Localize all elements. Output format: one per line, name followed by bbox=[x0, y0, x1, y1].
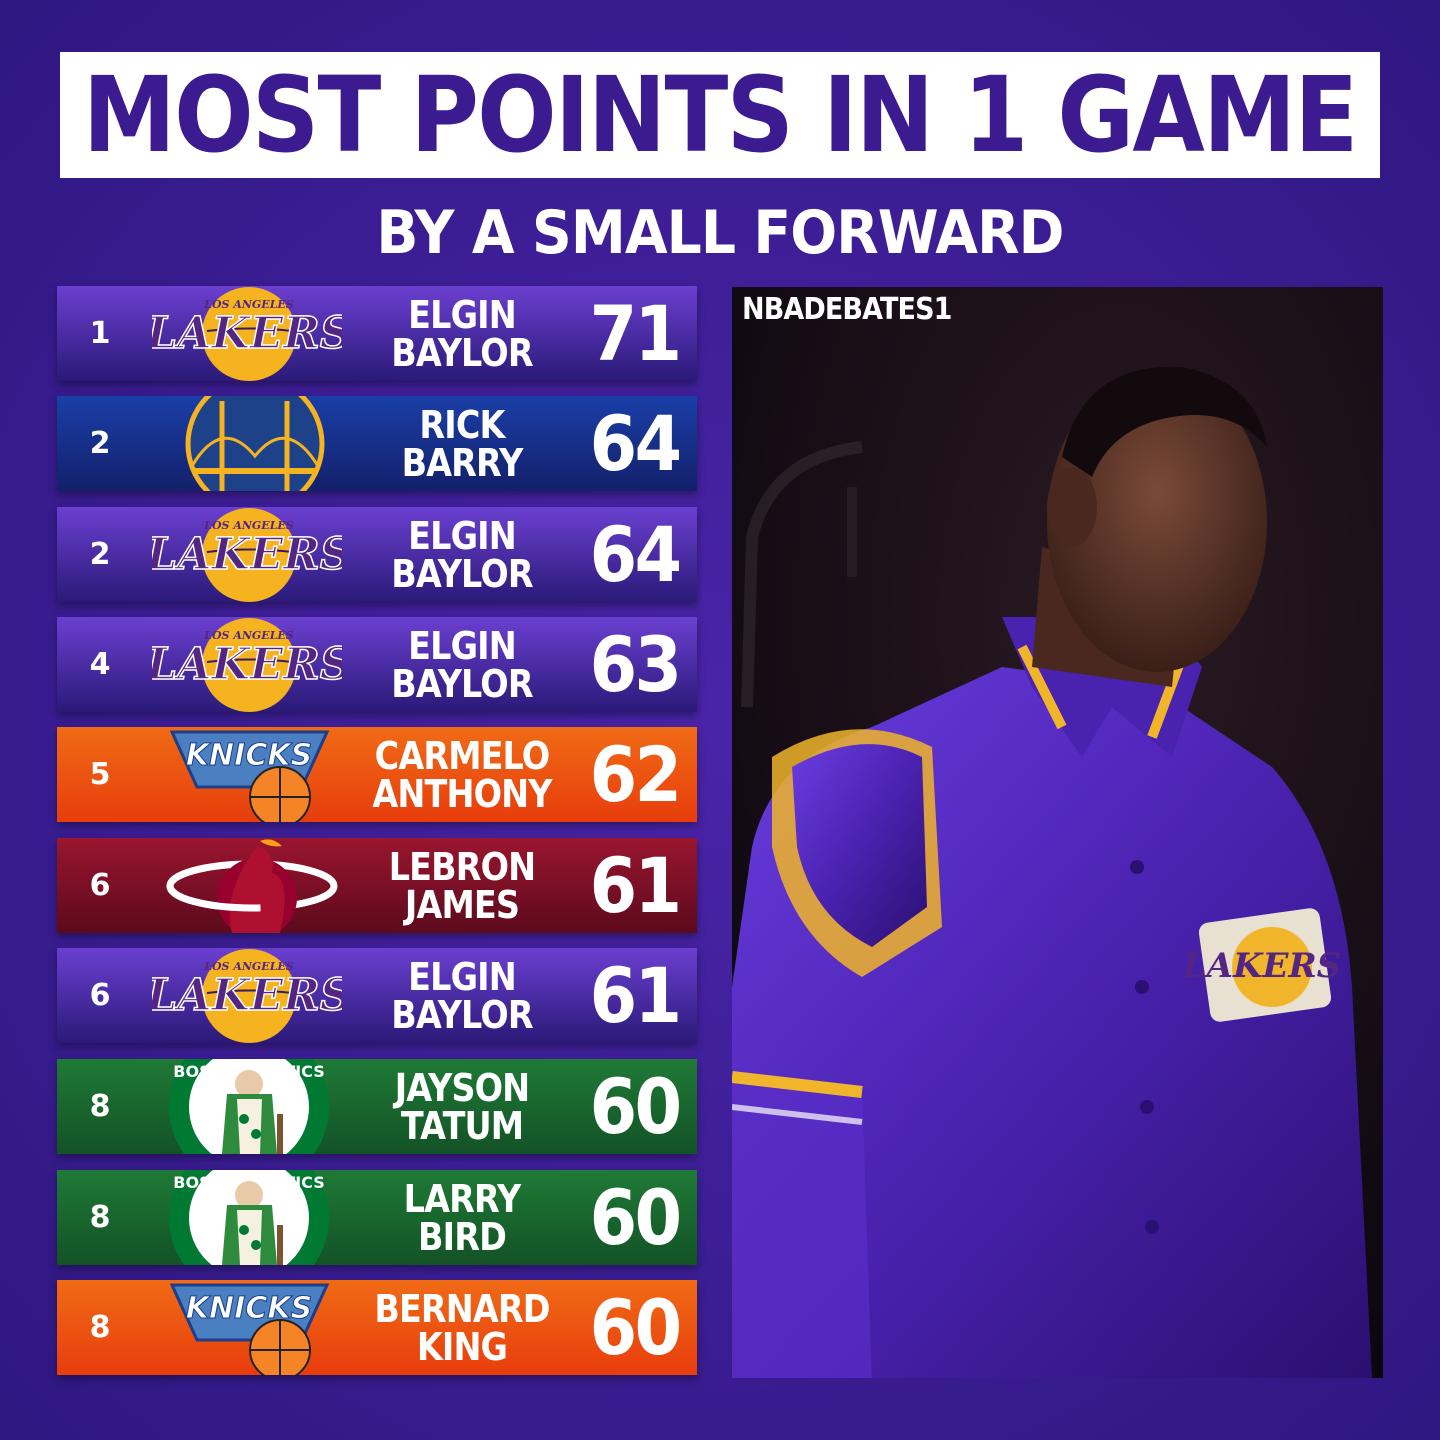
lakers-logo-text: LAKERS bbox=[152, 529, 342, 580]
player-name: BERNARD KING bbox=[370, 1290, 555, 1366]
player-last-name: ANTHONY bbox=[372, 771, 552, 816]
knicks-logo-text: KNICKS bbox=[186, 1291, 312, 1326]
lakers-logo-icon: LOS ANGELES LAKERS bbox=[152, 618, 342, 712]
ranking-row-1: 1 LOS ANGELES LAKERS ELGIN BAYLOR 71 bbox=[57, 286, 697, 381]
player-first-name: JAYSON bbox=[394, 1065, 530, 1110]
player-first-name: LEBRON bbox=[388, 844, 536, 889]
celtics-logo-icon: BOSTON CELTICS bbox=[169, 1170, 329, 1265]
heat-logo-icon bbox=[166, 839, 338, 933]
lakers-logo-text: LAKERS bbox=[152, 639, 342, 690]
player-first-name: ELGIN bbox=[408, 292, 517, 337]
ranking-row-2: 2 RICK BARRY 64 bbox=[57, 396, 697, 491]
ranking-row-8: 8 BOSTON CELTICS JAYSON TATUM 60 bbox=[57, 1059, 697, 1154]
jacket-lakers-logo: LAKERS bbox=[1182, 908, 1342, 1022]
player-last-name: BARRY bbox=[401, 440, 524, 485]
player-last-name: BAYLOR bbox=[391, 330, 533, 375]
player-first-name: ELGIN bbox=[408, 513, 517, 558]
player-name: LARRY BIRD bbox=[370, 1180, 555, 1256]
rank-number: 6 bbox=[89, 868, 111, 903]
rank-number: 8 bbox=[89, 1089, 111, 1124]
player-photo-illustration: LAKERS bbox=[732, 287, 1383, 1378]
team-logo: KNICKS bbox=[152, 727, 342, 822]
warriors-logo-icon bbox=[185, 396, 325, 491]
rank-number: 4 bbox=[89, 647, 111, 682]
watermark: NBADEBATES1 bbox=[742, 292, 952, 327]
page-subtitle: BY A SMALL FORWARD bbox=[376, 198, 1064, 268]
player-name: ELGIN BAYLOR bbox=[370, 627, 555, 703]
lakers-logo-text: LAKERS bbox=[152, 308, 342, 359]
player-first-name: ELGIN bbox=[408, 623, 517, 668]
knicks-logo-icon: KNICKS bbox=[169, 1283, 330, 1375]
player-first-name: CARMELO bbox=[374, 733, 551, 778]
ranking-row-6: 6 LEBRON JAMES 61 bbox=[57, 838, 697, 933]
lakers-logo-icon: LOS ANGELES LAKERS bbox=[152, 949, 342, 1043]
ranking-row-3: 2 LOS ANGELES LAKERS ELGIN BAYLOR 64 bbox=[57, 507, 697, 602]
player-first-name: BERNARD bbox=[374, 1286, 550, 1331]
lakers-logo-icon: LOS ANGELES LAKERS bbox=[152, 508, 342, 602]
points-value: 60 bbox=[589, 1062, 682, 1151]
ranking-row-7: 6 LOS ANGELES LAKERS ELGIN BAYLOR 61 bbox=[57, 948, 697, 1043]
rank-number: 8 bbox=[89, 1200, 111, 1235]
team-logo bbox=[152, 396, 342, 491]
jacket-logo-text: LAKERS bbox=[1182, 946, 1342, 986]
player-last-name: BAYLOR bbox=[391, 661, 533, 706]
player-last-name: JAMES bbox=[404, 882, 520, 927]
points-value: 61 bbox=[589, 951, 682, 1040]
lakers-logo-icon: LOS ANGELES LAKERS bbox=[152, 287, 342, 381]
team-logo: LOS ANGELES LAKERS bbox=[152, 507, 342, 602]
rank-number: 2 bbox=[89, 537, 111, 572]
points-value: 60 bbox=[589, 1173, 682, 1262]
ranking-row-10: 8 KNICKS BERNARD KING 60 bbox=[57, 1280, 697, 1375]
player-first-name: RICK bbox=[419, 402, 505, 447]
knicks-logo-text: KNICKS bbox=[186, 738, 312, 773]
points-value: 62 bbox=[589, 730, 682, 819]
player-name: ELGIN BAYLOR bbox=[370, 296, 555, 372]
player-name: CARMELO ANTHONY bbox=[370, 737, 555, 813]
rank-number: 5 bbox=[89, 757, 111, 792]
lakers-logo-text: LAKERS bbox=[152, 970, 342, 1021]
player-last-name: BIRD bbox=[418, 1214, 507, 1259]
ranking-row-5: 5 KNICKS CARMELO ANTHONY 62 bbox=[57, 727, 697, 822]
team-logo: LOS ANGELES LAKERS bbox=[152, 948, 342, 1043]
player-last-name: KING bbox=[416, 1324, 508, 1369]
title-banner: MOST POINTS IN 1 GAME bbox=[60, 52, 1380, 178]
player-photo: LAKERS bbox=[732, 287, 1383, 1378]
player-last-name: BAYLOR bbox=[391, 551, 533, 596]
player-name: ELGIN BAYLOR bbox=[370, 958, 555, 1034]
rank-number: 6 bbox=[89, 978, 111, 1013]
player-last-name: TATUM bbox=[400, 1103, 524, 1148]
knicks-logo-icon: KNICKS bbox=[169, 730, 330, 822]
team-logo bbox=[152, 838, 342, 933]
lakers-logo-sub: LOS ANGELES bbox=[203, 629, 294, 642]
player-last-name: BAYLOR bbox=[391, 992, 533, 1037]
player-name: JAYSON TATUM bbox=[370, 1069, 555, 1145]
player-first-name: LARRY bbox=[403, 1176, 522, 1221]
points-value: 64 bbox=[589, 510, 682, 599]
team-logo: BOSTON CELTICS bbox=[152, 1059, 342, 1154]
team-logo: BOSTON CELTICS bbox=[152, 1170, 342, 1265]
team-logo: KNICKS bbox=[152, 1280, 342, 1375]
celtics-logo-icon: BOSTON CELTICS bbox=[169, 1059, 329, 1154]
player-name: RICK BARRY bbox=[370, 406, 555, 482]
player-first-name: ELGIN bbox=[408, 954, 517, 999]
lakers-logo-sub: LOS ANGELES bbox=[203, 519, 294, 532]
points-value: 71 bbox=[589, 289, 682, 378]
points-value: 64 bbox=[589, 399, 682, 488]
points-value: 60 bbox=[589, 1283, 682, 1372]
player-name: LEBRON JAMES bbox=[370, 848, 555, 924]
ranking-row-4: 4 LOS ANGELES LAKERS ELGIN BAYLOR 63 bbox=[57, 617, 697, 712]
lakers-logo-sub: LOS ANGELES bbox=[203, 960, 294, 973]
rank-number: 2 bbox=[89, 426, 111, 461]
rank-number: 8 bbox=[89, 1310, 111, 1345]
points-value: 63 bbox=[589, 620, 682, 709]
lakers-logo-sub: LOS ANGELES bbox=[203, 298, 294, 311]
rank-number: 1 bbox=[89, 316, 111, 351]
page-title: MOST POINTS IN 1 GAME bbox=[83, 54, 1359, 176]
ranking-row-9: 8 BOSTON CELTICS LARRY BIRD 60 bbox=[57, 1170, 697, 1265]
team-logo: LOS ANGELES LAKERS bbox=[152, 617, 342, 712]
player-name: ELGIN BAYLOR bbox=[370, 517, 555, 593]
team-logo: LOS ANGELES LAKERS bbox=[152, 286, 342, 381]
points-value: 61 bbox=[589, 841, 682, 930]
